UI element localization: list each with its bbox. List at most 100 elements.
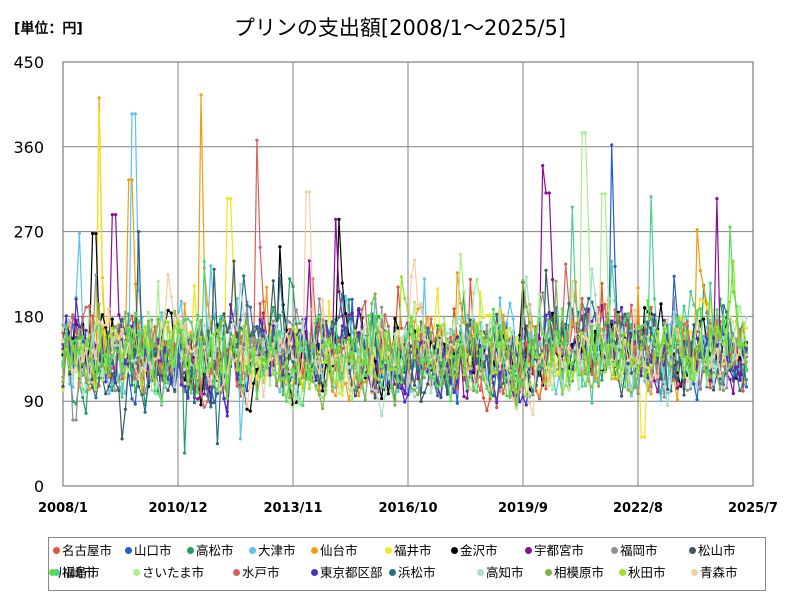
- data-point: [301, 358, 305, 362]
- legend-marker: [477, 569, 484, 576]
- data-point: [107, 334, 111, 338]
- data-point: [222, 312, 226, 316]
- data-point: [307, 349, 311, 353]
- data-point: [537, 311, 542, 315]
- legend-item: 秋田市: [619, 564, 666, 582]
- data-point: [169, 361, 173, 365]
- data-point: [255, 396, 259, 400]
- data-point: [718, 387, 722, 391]
- data-point: [373, 292, 377, 296]
- data-point: [160, 325, 164, 329]
- data-point: [649, 305, 653, 310]
- data-point: [735, 356, 739, 360]
- data-point: [311, 345, 315, 349]
- data-point: [288, 341, 292, 345]
- data-point: [459, 252, 463, 256]
- data-point: [587, 296, 591, 300]
- data-point: [498, 385, 502, 389]
- data-point: [179, 383, 183, 387]
- data-point: [455, 369, 459, 373]
- data-point: [311, 379, 315, 384]
- data-point: [715, 308, 719, 312]
- legend-label: 福岡市: [620, 543, 658, 558]
- data-point: [183, 371, 187, 375]
- legend-label: 浜松市: [398, 565, 436, 580]
- data-point: [669, 349, 673, 353]
- data-point: [537, 367, 542, 371]
- data-point: [294, 322, 298, 326]
- data-point: [344, 312, 348, 316]
- data-point: [173, 364, 177, 368]
- data-point: [137, 319, 141, 323]
- data-point: [436, 367, 440, 371]
- data-point: [744, 343, 749, 347]
- data-point: [238, 318, 242, 322]
- data-point: [127, 369, 131, 373]
- data-point: [327, 299, 331, 304]
- data-point: [531, 362, 535, 366]
- data-point: [340, 292, 344, 296]
- data-point: [153, 325, 157, 329]
- data-point: [317, 371, 321, 375]
- legend-item: 川崎市: [49, 564, 96, 582]
- data-point: [294, 308, 298, 312]
- data-point: [731, 369, 735, 373]
- data-point: [744, 385, 749, 389]
- data-point: [403, 327, 407, 331]
- data-point: [291, 323, 295, 328]
- data-point: [380, 396, 384, 401]
- legend-label: 金沢市: [460, 543, 498, 558]
- data-point: [498, 316, 502, 320]
- data-point: [419, 399, 423, 403]
- data-point: [173, 321, 177, 326]
- data-point: [399, 380, 403, 384]
- data-point: [590, 373, 594, 377]
- data-point: [436, 287, 440, 291]
- data-point: [708, 318, 712, 322]
- data-point: [137, 377, 141, 381]
- data-point: [87, 357, 91, 361]
- legend-item: 福井市: [385, 542, 432, 560]
- data-point: [695, 228, 699, 232]
- data-point: [268, 357, 272, 362]
- data-point: [649, 346, 653, 350]
- data-point: [577, 335, 581, 339]
- data-point: [649, 378, 653, 382]
- legend-marker: [389, 569, 396, 576]
- data-point: [84, 385, 88, 389]
- data-point: [196, 397, 200, 401]
- x-tick-label: 2010/12: [148, 501, 207, 516]
- data-point: [146, 379, 150, 384]
- data-point: [593, 362, 597, 366]
- data-point: [91, 331, 95, 335]
- data-point: [403, 345, 407, 349]
- data-point: [130, 356, 134, 360]
- data-point: [304, 377, 308, 381]
- data-point: [344, 355, 348, 359]
- data-point: [465, 346, 469, 350]
- data-point: [462, 394, 466, 399]
- data-point: [291, 345, 295, 349]
- data-point: [337, 217, 341, 221]
- data-point: [265, 366, 269, 370]
- data-point: [386, 392, 390, 396]
- data-point: [449, 335, 453, 339]
- data-point: [583, 312, 588, 317]
- data-point: [281, 365, 285, 369]
- data-point: [498, 389, 502, 393]
- data-point: [551, 318, 555, 323]
- data-point: [393, 367, 397, 371]
- data-point: [399, 359, 403, 363]
- data-point: [163, 313, 167, 318]
- data-point: [462, 373, 466, 377]
- data-point: [399, 338, 403, 342]
- x-tick-label: 2013/11: [263, 501, 322, 516]
- data-point: [94, 367, 98, 371]
- data-point: [166, 381, 170, 385]
- data-point: [610, 358, 614, 362]
- data-point: [81, 373, 85, 377]
- data-point: [600, 192, 604, 196]
- data-point: [505, 366, 509, 370]
- data-point: [81, 315, 85, 320]
- data-point: [84, 347, 88, 351]
